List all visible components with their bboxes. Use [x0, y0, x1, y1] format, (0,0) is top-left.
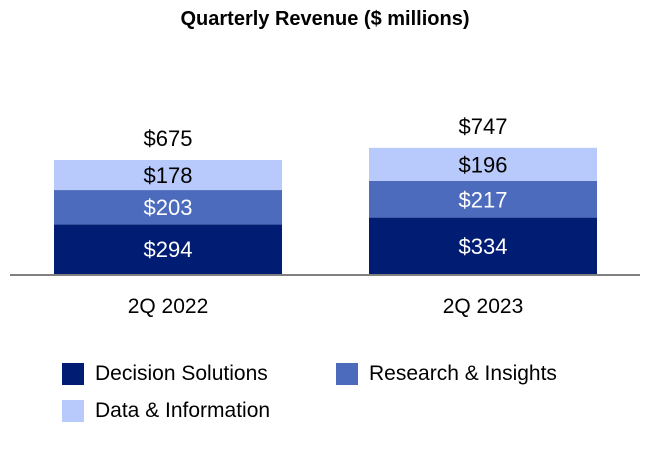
plot-area: $294 $203 $178 $675 2Q 2022 $334 $217 $196 $747 2…: [10, 114, 640, 318]
total-label: $747: [459, 114, 508, 139]
legend-swatch: [336, 363, 358, 385]
bar-segment: [369, 180, 597, 218]
legend-item-research-insights: Research & Insights: [336, 362, 557, 386]
x-tick-label: 2Q 2023: [443, 295, 524, 318]
bar-segment: [54, 160, 282, 191]
data-label: $334: [459, 234, 508, 259]
legend-label: Data & Information: [95, 399, 271, 422]
legend-swatch: [62, 363, 84, 385]
total-label: $675: [144, 126, 193, 151]
bar-segment: [369, 217, 597, 274]
data-label: $178: [144, 163, 193, 188]
bar-segment: [54, 190, 282, 225]
legend-swatch: [62, 400, 84, 422]
legend-item-decision-solutions: Decision Solutions: [62, 362, 268, 386]
bar-segment: [369, 147, 597, 181]
data-label: $217: [459, 187, 508, 212]
data-label: $196: [459, 152, 508, 177]
legend-label: Decision Solutions: [95, 362, 268, 385]
bar-segment: [54, 224, 282, 274]
legend-label: Research & Insights: [369, 362, 557, 385]
x-tick-label: 2Q 2022: [128, 295, 209, 318]
data-label: $294: [144, 237, 193, 262]
chart-title: Quarterly Revenue ($ millions): [180, 8, 470, 30]
legend-item-data-information: Data & Information: [62, 399, 270, 423]
data-label: $203: [144, 195, 193, 220]
